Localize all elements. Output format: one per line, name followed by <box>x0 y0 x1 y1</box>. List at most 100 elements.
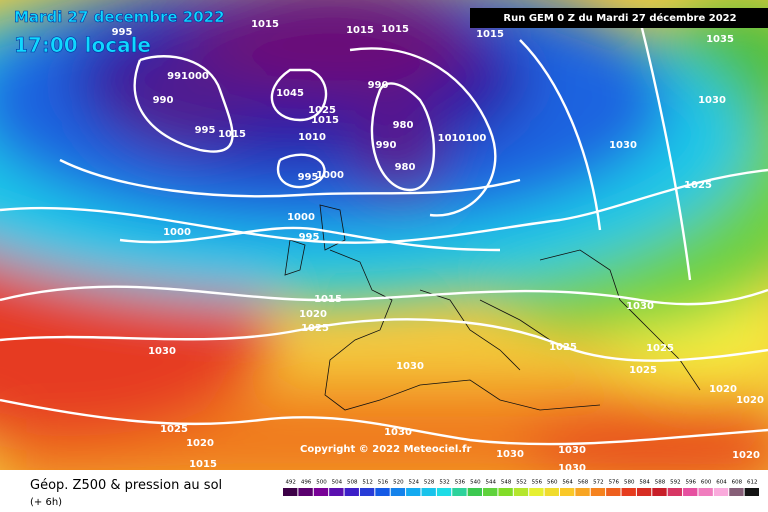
legend-tick-label: 540 <box>470 480 481 486</box>
legend-swatch <box>575 488 590 496</box>
legend-tick-label: 592 <box>670 480 681 486</box>
legend-tick-label: 612 <box>747 480 758 486</box>
isobar-label: 995 <box>112 27 133 38</box>
legend-tick-label: 568 <box>578 480 589 486</box>
footer-lead: (+ 6h) <box>30 497 62 508</box>
isobar-label: 1000 <box>163 227 191 238</box>
isobar-label: 1030 <box>396 361 424 372</box>
legend-swatch <box>467 488 483 496</box>
legend-tick-label: 556 <box>532 480 543 486</box>
legend-tick-label: 536 <box>455 480 466 486</box>
legend-swatch <box>713 488 729 496</box>
legend-swatch <box>652 488 667 496</box>
legend-swatch <box>329 488 344 496</box>
isobar-label: 1030 <box>609 140 637 151</box>
legend-swatch <box>436 488 452 496</box>
legend-tick-label: 580 <box>624 480 635 486</box>
legend-swatch <box>498 488 513 496</box>
legend-tick-label: 584 <box>639 480 650 486</box>
legend-tick-label: 528 <box>424 480 435 486</box>
legend-tick-label: 572 <box>593 480 604 486</box>
isobar-label: 980 <box>395 162 416 173</box>
isobar-label: 980 <box>393 120 414 131</box>
isobar-label: 1000 <box>316 170 344 181</box>
legend-tick-label: 520 <box>393 480 404 486</box>
isobar-label: 1030 <box>698 95 726 106</box>
legend-tick-label: 560 <box>547 480 558 486</box>
isobar-label: 1025 <box>301 323 329 334</box>
legend-tick-label: 508 <box>347 480 358 486</box>
legend-tick-label: 524 <box>409 480 420 486</box>
legend-tick-label: 516 <box>378 480 389 486</box>
isobar-label: 995 <box>298 172 319 183</box>
legend-swatch <box>590 488 606 496</box>
isobar-label: 990 <box>376 140 397 151</box>
isobar-label: 1000 <box>287 212 315 223</box>
isobar-label: 1025 <box>160 424 188 435</box>
legend-swatch <box>513 488 529 496</box>
legend-swatch <box>313 488 329 496</box>
isobar-label: 995 <box>299 232 320 243</box>
legend-swatch <box>406 488 421 496</box>
legend-tick-label: 504 <box>332 480 343 486</box>
map-time: 17:00 locale <box>14 33 151 57</box>
isobar-label: 1010100 <box>438 133 487 144</box>
isobars <box>0 19 768 446</box>
legend-tick-label: 492 <box>285 480 296 486</box>
isobar-label: 1025 <box>308 105 336 116</box>
isobar-label: 1020 <box>709 384 737 395</box>
legend-tick-label: 576 <box>609 480 620 486</box>
isobar-label: 1030 <box>384 427 412 438</box>
legend-swatch <box>636 488 652 496</box>
legend-swatch <box>529 488 544 496</box>
isobar-label: 1025 <box>629 365 657 376</box>
isobar-label: 1015 <box>346 25 374 36</box>
legend-tick-label: 604 <box>716 480 727 486</box>
isobar-label: 1035 <box>706 34 734 45</box>
isobar-label: 1025 <box>646 343 674 354</box>
map-date: Mardi 27 decembre 2022 <box>14 8 225 26</box>
legend-tick-label: 532 <box>439 480 450 486</box>
isobar-label: 1025 <box>549 342 577 353</box>
legend-swatch <box>483 488 498 496</box>
isobar-label: 1020 <box>299 309 327 320</box>
field <box>0 0 768 470</box>
legend-tick-label: 512 <box>362 480 373 486</box>
legend: 492 496 500 504 508 512 516 520 524 528 532 536 540 5… <box>283 480 759 496</box>
run-banner <box>470 8 768 28</box>
legend-swatch <box>344 488 359 496</box>
legend-swatch <box>375 488 390 496</box>
legend-swatch <box>298 488 313 496</box>
isobar-label: 1015 <box>189 459 217 470</box>
isobar-label: 990 <box>153 95 174 106</box>
isobar-label: 1030 <box>558 463 586 474</box>
legend-tick-label: 596 <box>686 480 697 486</box>
isobar-label: 991000 <box>167 71 209 82</box>
legend-tick-label: 600 <box>701 480 712 486</box>
isobar-label: 990 <box>368 80 389 91</box>
legend-swatch <box>421 488 436 496</box>
isobar-label: 1020 <box>736 395 764 406</box>
legend-tick-label: 548 <box>501 480 512 486</box>
legend-swatch <box>606 488 621 496</box>
isobar-label: 1015 <box>314 294 342 305</box>
copyright: Copyright © 2022 Meteociel.fr <box>300 444 471 455</box>
isobar-label: 995 <box>195 125 216 136</box>
isobar-label: 1010 <box>298 132 326 143</box>
legend-swatch <box>452 488 467 496</box>
legend-tick-label: 588 <box>655 480 666 486</box>
isobar-label: 1030 <box>558 445 586 456</box>
legend-tick-label: 608 <box>732 480 743 486</box>
legend-swatch <box>667 488 683 496</box>
isobar-label: 1025 <box>684 180 712 191</box>
isobar-label: 1015 <box>476 29 504 40</box>
legend-swatch <box>390 488 406 496</box>
legend-tick-label: 544 <box>485 480 496 486</box>
isobar-label: 1030 <box>148 346 176 357</box>
legend-tick-label: 552 <box>516 480 527 486</box>
legend-tick-label: 496 <box>301 480 312 486</box>
isobar-label: 1015 <box>381 24 409 35</box>
isobar-label: 1045 <box>276 88 304 99</box>
isobar-label: 1020 <box>186 438 214 449</box>
